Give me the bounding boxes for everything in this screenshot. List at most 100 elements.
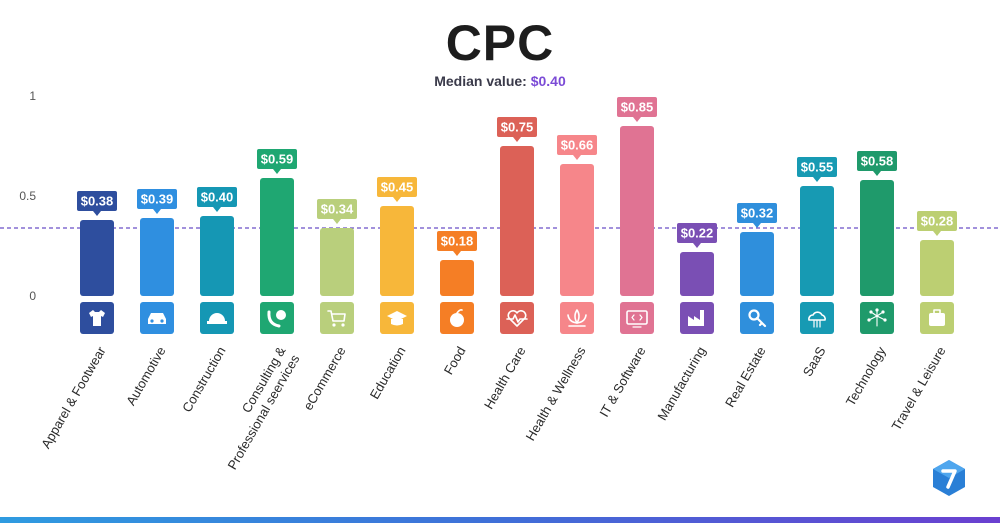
value-label-bg [737, 203, 777, 223]
icon-tile [560, 302, 594, 334]
value-label: $0.58 [861, 154, 894, 169]
phone-chat-icon [260, 302, 294, 334]
brand-logo-icon [933, 460, 965, 496]
network-hand-icon [860, 302, 894, 334]
house-key-icon [740, 302, 774, 334]
cart-icon [320, 302, 354, 334]
value-label-bg [317, 199, 357, 219]
value-label-bg [377, 177, 417, 197]
value-label-bg [677, 223, 717, 243]
value-label-pointer [873, 171, 881, 176]
category-label: Consulting &Professional seervices [211, 344, 303, 473]
median-label: Median value: [434, 73, 527, 89]
network-links [868, 309, 886, 327]
bar [500, 146, 534, 296]
apple-icon [440, 302, 474, 334]
phone-shape [267, 310, 281, 328]
category-label: Automotive [123, 344, 169, 408]
value-label: $0.18 [441, 234, 474, 249]
cloud-shape [808, 311, 826, 321]
monitor-screen [626, 310, 648, 325]
bar [680, 252, 714, 296]
chart-title: CPC [445, 15, 555, 71]
key-head [748, 309, 760, 321]
heartbeat-icon [500, 302, 534, 334]
value-label: $0.59 [261, 152, 294, 167]
category-label: Health Care [481, 344, 529, 412]
icon-tile [620, 302, 654, 334]
pulse-line [506, 314, 528, 323]
cap-base [391, 319, 403, 326]
category-label: Travel & Leisure [889, 344, 949, 433]
bar [200, 216, 234, 296]
chart-subtitle: Median value: $0.40 [0, 73, 1000, 89]
value-label-pointer [393, 197, 401, 202]
graduation-cap-icon [380, 302, 414, 334]
value-label-pointer [93, 211, 101, 216]
value-label: $0.45 [381, 180, 414, 195]
chat-bubble [276, 310, 286, 320]
cart-wheel [332, 323, 336, 327]
y-tick-label: 0 [29, 289, 36, 303]
cart-wheel [341, 323, 345, 327]
y-tick-label: 1 [29, 89, 36, 103]
suitcase-body [929, 313, 945, 326]
key-shaft [755, 316, 767, 328]
value-label-pointer [453, 251, 461, 256]
hardhat-dome [209, 313, 225, 321]
factory-icon [680, 302, 714, 334]
icon-tile [800, 302, 834, 334]
value-label-pointer [933, 231, 941, 236]
value-label-pointer [213, 207, 221, 212]
car-light [150, 319, 154, 323]
code-brackets [631, 314, 643, 328]
bar [620, 126, 654, 296]
value-label-pointer [333, 219, 341, 224]
icon-tile [320, 302, 354, 334]
bar [440, 260, 474, 296]
category-label: IT & Software [596, 344, 648, 419]
bar [740, 232, 774, 296]
value-label: $0.55 [801, 160, 834, 175]
value-label-pointer [633, 117, 641, 122]
bar [560, 164, 594, 296]
median-value: $0.40 [530, 73, 566, 89]
lotus-petal [567, 314, 587, 324]
value-label-pointer [573, 155, 581, 160]
car-body [148, 313, 166, 324]
bar [320, 228, 354, 296]
y-tick-label: 0.5 [19, 189, 36, 203]
factory-shape [688, 310, 704, 326]
value-label-pointer [513, 137, 521, 142]
value-label-bg [617, 97, 657, 117]
monitor-code-icon [620, 302, 654, 334]
category-label: Food [441, 344, 469, 377]
value-label-pointer [693, 243, 701, 248]
category-label: Health & Wellness [523, 344, 589, 444]
value-label-bg [797, 157, 837, 177]
value-label-pointer [273, 169, 281, 174]
category-label: eCommerce [300, 344, 348, 413]
value-label-bg [557, 135, 597, 155]
category-label: Education [367, 344, 409, 402]
value-label-bg [857, 151, 897, 171]
apple-leaf [456, 309, 463, 314]
category-label: SaaS [800, 344, 829, 379]
value-label-bg [197, 187, 237, 207]
value-label: $0.85 [621, 100, 654, 115]
category-label: Technology [843, 344, 889, 409]
bar [860, 180, 894, 296]
value-label: $0.22 [681, 226, 714, 241]
value-label-bg [497, 117, 537, 137]
lotus-icon [560, 302, 594, 334]
value-label: $0.40 [201, 190, 234, 205]
value-label: $0.38 [81, 194, 114, 209]
value-label-bg [917, 211, 957, 231]
category-label: Construction [179, 344, 228, 415]
value-label: $0.28 [921, 214, 954, 229]
value-label-bg [137, 189, 177, 209]
category-label: Apparel & Footwear [38, 343, 109, 451]
tshirt-icon [80, 302, 114, 334]
category-label: Real Estate [722, 344, 769, 410]
value-label: $0.39 [141, 192, 174, 207]
